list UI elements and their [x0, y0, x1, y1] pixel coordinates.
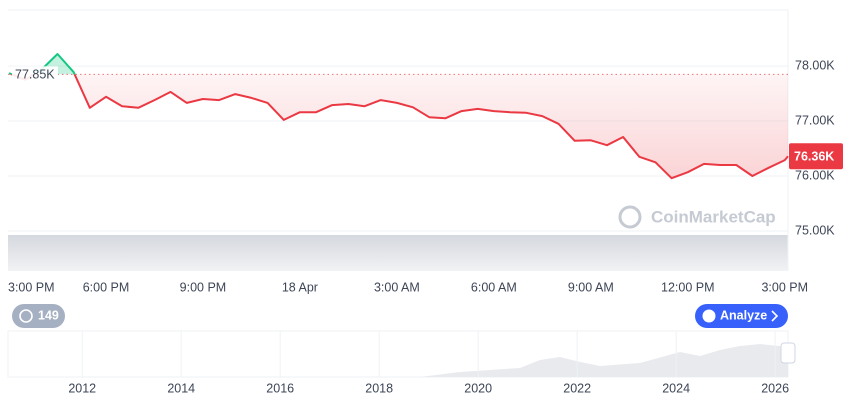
- history-badge[interactable]: 149: [12, 304, 65, 328]
- area-down: [9, 74, 788, 179]
- baseline-label: 77.85K: [15, 68, 55, 82]
- button-icon: [702, 309, 716, 323]
- navigator: 2012 2014 2016 2018 2020 2022 2024 2026: [7, 330, 789, 395]
- x-tick-label: 3:00 PM: [8, 280, 55, 294]
- navigator-year: 2024: [662, 381, 690, 395]
- x-tick-label: 6:00 PM: [83, 280, 130, 294]
- watermark-text: CoinMarketCap: [651, 207, 776, 226]
- baseline-label-bg: [12, 66, 58, 83]
- button-text: Analyze: [720, 308, 767, 322]
- watermark-logo: [618, 205, 642, 229]
- x-tick-label: 9:00 AM: [568, 280, 614, 294]
- navigator-year: 2020: [464, 381, 492, 395]
- watermark: CoinMarketCap: [618, 205, 776, 229]
- navigator-year: 2016: [266, 381, 294, 395]
- x-tick-label: 3:00 AM: [374, 280, 420, 294]
- y-tick-label: 75.00K: [795, 223, 835, 237]
- navigator-year: 2014: [167, 381, 195, 395]
- navigator-year: 2026: [761, 381, 789, 395]
- last-price-label: 76.36K: [794, 150, 834, 164]
- navigator-year: 2022: [563, 381, 591, 395]
- areas: [9, 54, 788, 179]
- y-tick-label: 76.00K: [795, 168, 835, 182]
- badge-text: 149: [38, 308, 59, 322]
- grid: [8, 65, 788, 232]
- analyze-button[interactable]: Analyze: [695, 304, 788, 328]
- button-arrow: [771, 310, 779, 322]
- navigator-sparkline: [8, 344, 788, 377]
- price-line: [9, 74, 789, 180]
- x-tick-label: 12:00 PM: [661, 280, 715, 294]
- y-tick-label: 78.00K: [795, 58, 835, 72]
- x-tick-label: 9:00 PM: [180, 280, 227, 294]
- y-tick-label: 77.00K: [795, 113, 835, 127]
- volume-area: [8, 235, 788, 271]
- x-tick-label: 3:00 PM: [761, 280, 808, 294]
- lines: [8, 53, 789, 180]
- last-price-tag: [789, 143, 843, 170]
- navigator-year: 2012: [68, 381, 96, 395]
- x-tick-label: 6:00 AM: [471, 280, 517, 294]
- navigator-handle[interactable]: [780, 342, 796, 364]
- area-up: [9, 54, 75, 75]
- badge-icon: [19, 309, 33, 323]
- x-tick-label: 18 Apr: [282, 280, 318, 294]
- button-bg: [695, 304, 788, 328]
- navigator-year: 2018: [365, 381, 393, 395]
